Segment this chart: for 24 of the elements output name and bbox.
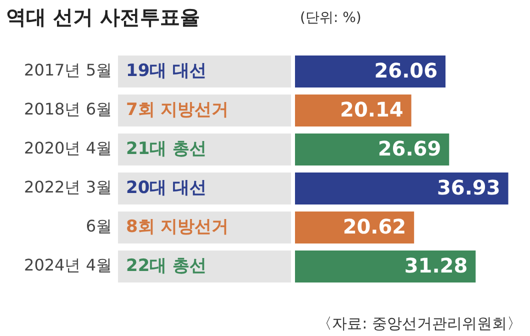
text: 20대 대선 bbox=[126, 178, 207, 198]
y-tick-label: 2024년 4월 bbox=[24, 256, 112, 275]
text: 21대 총선 bbox=[126, 138, 207, 159]
data-label: 20.62 bbox=[342, 214, 406, 239]
data-label: 20.14 bbox=[340, 98, 404, 122]
y-tick-label: 2022년 3월 bbox=[24, 178, 112, 197]
bar bbox=[295, 172, 508, 204]
y-tick-label: 2020년 4월 bbox=[24, 138, 112, 158]
data-label: 36.93 bbox=[437, 176, 500, 200]
data-label: 31.28 bbox=[404, 254, 468, 278]
bar bbox=[295, 134, 450, 166]
text: 8회 지방선거 bbox=[126, 216, 229, 237]
data-label: 26.06 bbox=[374, 58, 438, 83]
text: 〈자료: 중앙선거관리위원회〉 bbox=[317, 314, 522, 332]
text: 19대 대선 bbox=[126, 60, 207, 81]
y-tick-label: 6월 bbox=[86, 216, 112, 236]
text: 7회 지방선거 bbox=[126, 100, 229, 120]
y-tick-label: 2017년 5월 bbox=[24, 60, 112, 80]
data-label: 26.69 bbox=[378, 136, 442, 161]
bar bbox=[295, 250, 476, 282]
chart-subtitle: (단위: %) bbox=[300, 9, 362, 27]
text: 역대 선거 사전투표율 bbox=[6, 4, 200, 31]
y-tick-label: 2018년 6월 bbox=[24, 100, 112, 119]
text: 22대 총선 bbox=[126, 256, 207, 276]
